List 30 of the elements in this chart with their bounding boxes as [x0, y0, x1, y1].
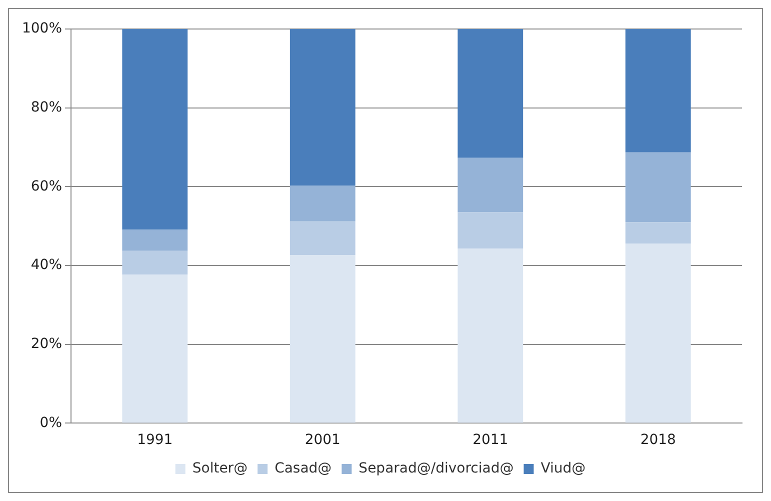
legend-label: Separad@/divorciad@ — [358, 460, 514, 477]
x-tick-label: 2011 — [472, 432, 508, 448]
y-tick-label: 60% — [30, 178, 62, 194]
bar — [625, 152, 691, 222]
bar — [290, 29, 356, 186]
bar — [290, 221, 356, 256]
bar — [458, 212, 524, 249]
bar — [625, 222, 691, 244]
x-tick-label: 2018 — [640, 432, 676, 448]
bar — [458, 158, 524, 212]
y-tick-label: 100% — [22, 20, 62, 37]
legend-label: Solter@ — [192, 460, 248, 477]
bar — [122, 250, 188, 275]
bar — [625, 243, 691, 423]
bar — [290, 186, 356, 222]
bar — [290, 255, 356, 423]
bar — [122, 274, 188, 423]
y-tick-label: 20% — [30, 336, 62, 352]
bar — [122, 230, 188, 251]
y-tick-label: 0% — [40, 414, 62, 431]
bar — [458, 248, 524, 423]
x-tick-label: 2001 — [304, 432, 340, 448]
bar — [122, 29, 188, 230]
y-tick-label: 80% — [30, 99, 62, 116]
x-tick-label: 1991 — [137, 432, 173, 448]
y-tick-label: 40% — [30, 257, 62, 274]
legend-label: Viud@ — [540, 460, 586, 477]
bar — [625, 29, 691, 152]
legend-label: Casad@ — [274, 460, 332, 477]
bar — [458, 29, 524, 158]
